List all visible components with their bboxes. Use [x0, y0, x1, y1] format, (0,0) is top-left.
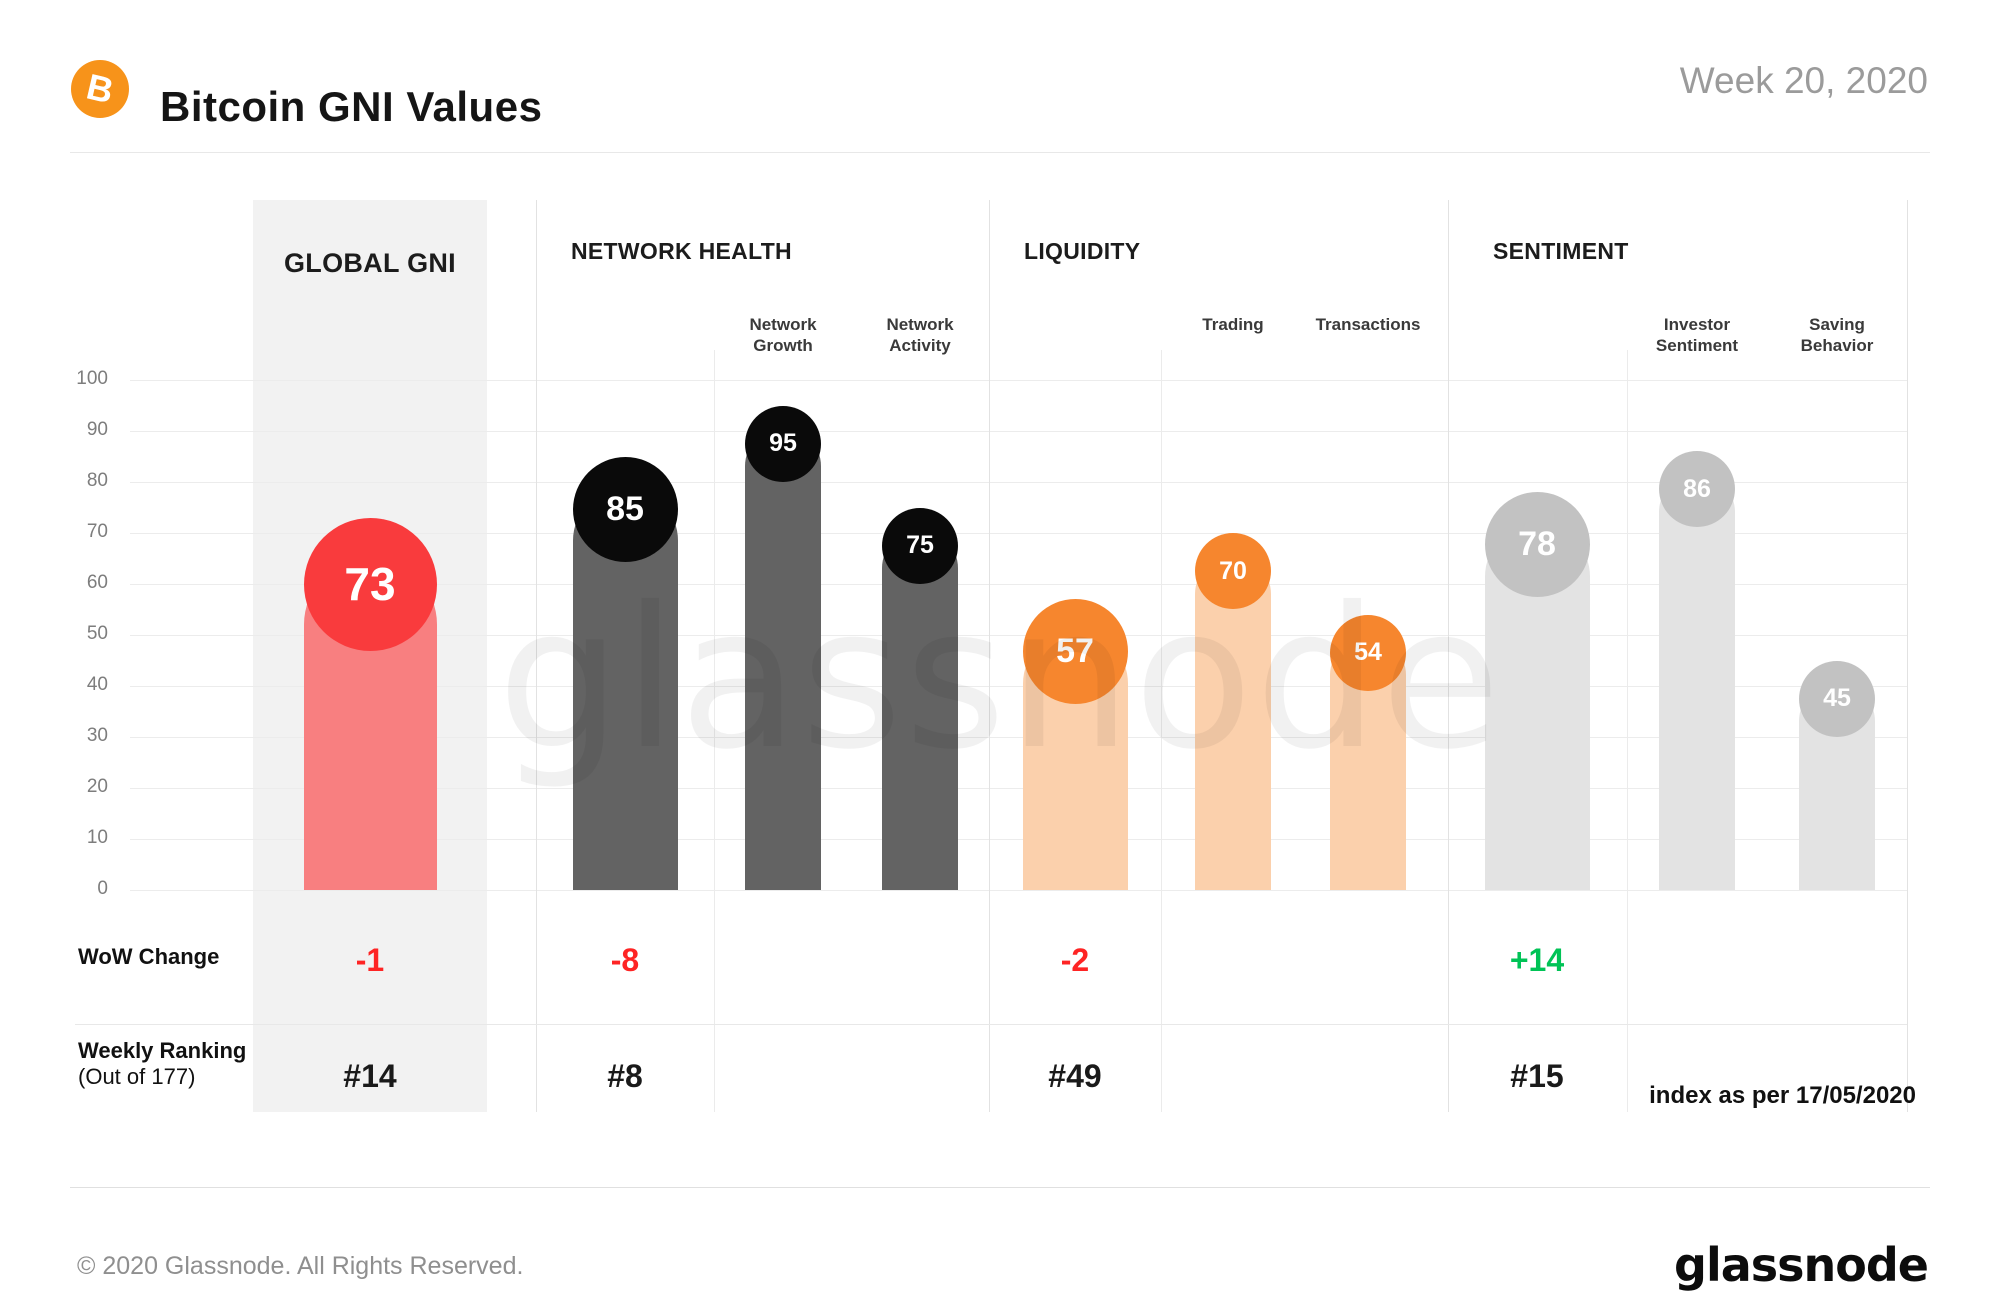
y-gridline [130, 431, 1907, 432]
metric-label-network-growth: Network Growth [693, 314, 873, 356]
metric-label-word: Growth [753, 336, 813, 355]
wow-change-row-label: WoW Change [78, 944, 220, 969]
glassnode-logo: glassnode [1674, 1238, 1929, 1292]
metric-label-word: Sentiment [1655, 336, 1739, 355]
bitcoin-b-glyph: B [82, 65, 118, 112]
bubble-sentiment: 78 [1484, 492, 1590, 598]
metric-label-word: Saving [1809, 315, 1865, 334]
metric-label-word: Behavior [1800, 336, 1874, 355]
bubble-investor-sentiment: 86 [1659, 451, 1735, 528]
y-gridline [130, 635, 1907, 636]
subsection-divider [1161, 350, 1162, 1112]
page-title: Bitcoin GNI Values [160, 83, 543, 131]
metric-label-word: Investor [1663, 315, 1731, 334]
y-axis-tick: 40 [86, 674, 108, 695]
y-gridline [130, 686, 1907, 687]
metric-label-word: Transactions [1315, 315, 1421, 334]
y-gridline [130, 533, 1907, 534]
column-title-liquidity: LIQUIDITY [1024, 238, 1141, 264]
wow-change-value-network-health: -8 [610, 942, 640, 978]
bubble-network-activity: 75 [882, 507, 958, 584]
section-divider [1448, 200, 1449, 1112]
section-divider [989, 200, 990, 1112]
metric-label-trading: Trading [1143, 314, 1323, 335]
bubble-network-health: 85 [572, 456, 678, 562]
bitcoin-icon: B [71, 60, 129, 118]
y-axis-tick: 80 [86, 470, 108, 491]
metric-label-word: Network [749, 315, 817, 334]
subsection-divider [1627, 350, 1628, 1112]
y-gridline [130, 839, 1907, 840]
metric-label-transactions: Transactions [1278, 314, 1458, 335]
y-axis-tick: 90 [86, 419, 108, 440]
bubble-global-gni: 73 [303, 517, 437, 651]
copyright-text: © 2020 Glassnode. All Rights Reserved. [77, 1252, 524, 1280]
footer-divider [70, 1187, 1930, 1188]
metric-label-word: Network [886, 315, 954, 334]
glassnode-watermark: glassnode [497, 565, 1503, 792]
metric-label-investor-sentiment: Investor Sentiment [1607, 314, 1787, 356]
weekly-ranking-value-network-health: #8 [607, 1058, 643, 1094]
y-gridline [130, 380, 1907, 381]
y-axis-tick: 20 [86, 776, 108, 797]
bar-investor-sentiment [1659, 474, 1735, 890]
stat-row-divider [75, 1024, 1907, 1025]
y-gridline [130, 584, 1907, 585]
weekly-ranking-row-label: Weekly Ranking (Out of 177) [78, 1038, 246, 1090]
bubble-trading: 70 [1195, 533, 1271, 609]
metric-label-word: Trading [1202, 315, 1264, 334]
bubble-saving-behavior: 45 [1799, 660, 1875, 737]
weekly-ranking-label-line2: (Out of 177) [78, 1064, 196, 1089]
y-gridline [130, 890, 1907, 891]
section-divider [1907, 200, 1908, 1112]
y-gridline [130, 788, 1907, 789]
section-divider [536, 200, 537, 1112]
weekly-ranking-value-liquidity: #49 [1048, 1058, 1102, 1094]
bubble-network-growth: 95 [745, 405, 821, 482]
y-axis-tick: 10 [86, 827, 108, 848]
y-axis-tick: 0 [97, 878, 108, 899]
wow-change-value-liquidity: -2 [1060, 942, 1090, 978]
subsection-divider [714, 350, 715, 1112]
y-gridline [130, 737, 1907, 738]
wow-change-value-global-gni: -1 [355, 942, 385, 978]
bubble-liquidity: 57 [1022, 599, 1128, 705]
y-axis-tick: 50 [86, 623, 108, 644]
column-title-sentiment: SENTIMENT [1493, 238, 1629, 264]
metric-label-network-activity: Network Activity [830, 314, 1010, 356]
wow-change-value-sentiment: +14 [1509, 942, 1565, 978]
bar-trading [1195, 555, 1271, 890]
bubble-transactions: 54 [1330, 614, 1406, 691]
metric-label-word: Activity [889, 336, 951, 355]
bar-network-growth [745, 428, 821, 890]
y-axis-tick: 100 [76, 368, 108, 389]
y-gridline [130, 482, 1907, 483]
period-label: Week 20, 2020 [1679, 60, 1928, 101]
index-date-note: index as per 17/05/2020 [1649, 1082, 1916, 1109]
y-axis-tick: 70 [86, 521, 108, 542]
weekly-ranking-label-line1: Weekly Ranking [78, 1038, 247, 1063]
header-divider [70, 152, 1930, 153]
column-title-network-health: NETWORK HEALTH [571, 238, 792, 264]
metric-label-saving-behavior: Saving Behavior [1747, 314, 1927, 356]
y-axis-tick: 30 [86, 725, 108, 746]
bar-network-activity [882, 530, 958, 890]
weekly-ranking-value-sentiment: #15 [1510, 1058, 1564, 1094]
column-title-global-gni: GLOBAL GNI [283, 248, 456, 278]
y-axis-tick: 60 [86, 572, 108, 593]
weekly-ranking-value-global-gni: #14 [343, 1058, 397, 1094]
